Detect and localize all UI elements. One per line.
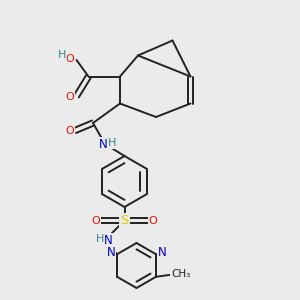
Text: S: S: [120, 214, 129, 227]
Text: N: N: [106, 246, 116, 259]
Text: N: N: [99, 137, 108, 151]
Text: H: H: [108, 138, 117, 148]
Text: O: O: [148, 215, 158, 226]
Text: CH₃: CH₃: [171, 269, 190, 279]
Text: N: N: [104, 233, 113, 247]
Text: H: H: [58, 50, 66, 61]
Text: O: O: [65, 54, 74, 64]
Text: O: O: [65, 125, 74, 136]
Text: O: O: [92, 215, 100, 226]
Text: H: H: [95, 233, 104, 244]
Text: O: O: [65, 92, 74, 102]
Text: N: N: [158, 246, 166, 259]
